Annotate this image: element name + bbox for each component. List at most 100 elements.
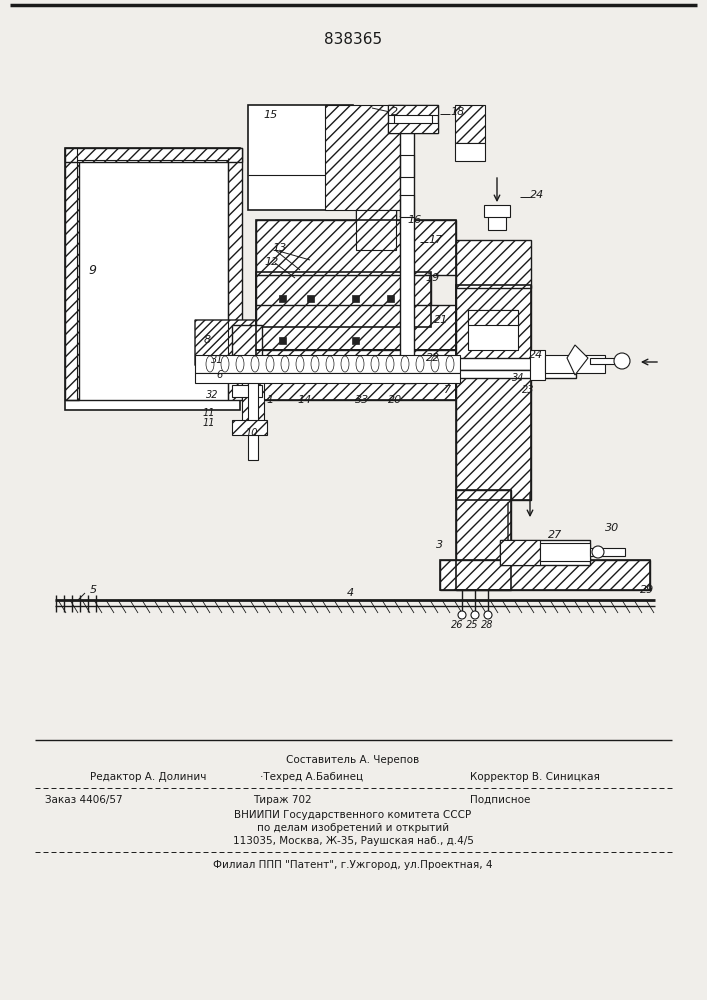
Bar (256, 272, 431, 327)
Bar (351, 336, 358, 344)
Text: 27: 27 (548, 530, 562, 540)
Bar (394, 113, 432, 127)
Bar (456, 285, 531, 370)
Bar (456, 358, 576, 370)
Bar (456, 285, 531, 370)
Text: 7: 7 (445, 385, 452, 395)
Text: 29: 29 (640, 585, 654, 595)
Text: 28: 28 (481, 620, 493, 630)
Text: Подписное: Подписное (470, 795, 530, 805)
Text: 19: 19 (426, 273, 440, 283)
Bar (256, 350, 456, 400)
Text: 18: 18 (450, 107, 464, 117)
Bar (400, 195, 414, 217)
Bar (400, 155, 414, 177)
Bar (65, 148, 242, 162)
Text: Редактор А. Долинич: Редактор А. Долинич (90, 772, 206, 782)
Bar (65, 148, 79, 400)
Text: 11: 11 (202, 408, 215, 418)
Bar (468, 310, 518, 350)
Text: 2: 2 (392, 107, 399, 117)
Bar (356, 210, 396, 280)
Text: 21: 21 (434, 315, 448, 325)
Bar (545, 355, 605, 373)
Text: 6: 6 (217, 370, 223, 380)
Text: Филиал ППП "Патент", г.Ужгород, ул.Проектная, 4: Филиал ППП "Патент", г.Ужгород, ул.Проек… (214, 860, 493, 870)
Bar (356, 210, 396, 250)
Text: 14: 14 (298, 395, 312, 405)
Circle shape (484, 611, 492, 619)
Bar (256, 220, 456, 275)
Bar (228, 148, 242, 400)
Polygon shape (567, 345, 588, 375)
Bar (484, 205, 510, 217)
Text: 31: 31 (211, 355, 223, 365)
Text: 11: 11 (202, 418, 215, 428)
Text: 1: 1 (267, 395, 274, 405)
Text: 12: 12 (265, 257, 279, 267)
Bar (540, 543, 590, 561)
Text: по делам изобретений и открытий: по делам изобретений и открытий (257, 823, 449, 833)
Bar (488, 215, 506, 230)
Bar (500, 540, 540, 565)
Text: 8: 8 (204, 335, 211, 345)
Circle shape (614, 353, 630, 369)
Text: 24: 24 (529, 350, 543, 360)
Text: 30: 30 (605, 523, 619, 533)
Text: Составитель А. Черепов: Составитель А. Черепов (286, 755, 420, 765)
Text: 4: 4 (346, 588, 354, 598)
Bar (456, 240, 531, 288)
Circle shape (592, 546, 604, 558)
Bar (325, 105, 403, 210)
Bar (248, 105, 353, 210)
Text: 32: 32 (206, 390, 218, 400)
Text: 26: 26 (451, 620, 463, 630)
Bar (256, 220, 456, 350)
Text: 16: 16 (407, 215, 421, 225)
Text: ВНИИПИ Государственного комитета СССР: ВНИИПИ Государственного комитета СССР (235, 810, 472, 820)
Bar (590, 358, 620, 364)
Text: 15: 15 (263, 110, 277, 120)
Circle shape (471, 611, 479, 619)
Bar (232, 325, 262, 365)
Bar (195, 355, 460, 373)
Bar (256, 272, 431, 327)
Bar (468, 310, 518, 325)
Bar (456, 370, 531, 500)
Bar (455, 143, 485, 161)
Text: 20: 20 (388, 395, 402, 405)
Bar (307, 294, 313, 302)
Text: 838365: 838365 (324, 32, 382, 47)
Bar (455, 105, 485, 143)
Text: 34: 34 (512, 373, 525, 383)
Bar (248, 375, 258, 460)
Bar (388, 105, 438, 133)
Bar (195, 373, 460, 383)
Text: 24: 24 (530, 190, 544, 200)
Text: 22: 22 (426, 353, 440, 363)
Text: 23: 23 (522, 385, 534, 395)
Bar (456, 370, 531, 500)
Text: 13: 13 (273, 243, 287, 253)
Bar (256, 255, 431, 275)
Bar (456, 490, 511, 590)
Bar (279, 336, 286, 344)
Text: ·Техред А.Бабинец: ·Техред А.Бабинец (260, 772, 363, 782)
Bar (256, 350, 456, 400)
Bar (590, 548, 625, 556)
Bar (387, 294, 394, 302)
Text: 5: 5 (90, 585, 97, 595)
Text: 10: 10 (246, 428, 258, 438)
Polygon shape (65, 148, 240, 410)
Bar (351, 294, 358, 302)
Bar (530, 350, 545, 380)
Bar (456, 490, 511, 590)
Text: 25: 25 (466, 620, 478, 630)
Text: Корректор В. Синицкая: Корректор В. Синицкая (470, 772, 600, 782)
Bar (279, 294, 286, 302)
Bar (388, 123, 438, 133)
Circle shape (458, 611, 466, 619)
Text: 17: 17 (428, 235, 443, 245)
Text: Тираж 702: Тираж 702 (253, 795, 312, 805)
Polygon shape (195, 320, 256, 374)
